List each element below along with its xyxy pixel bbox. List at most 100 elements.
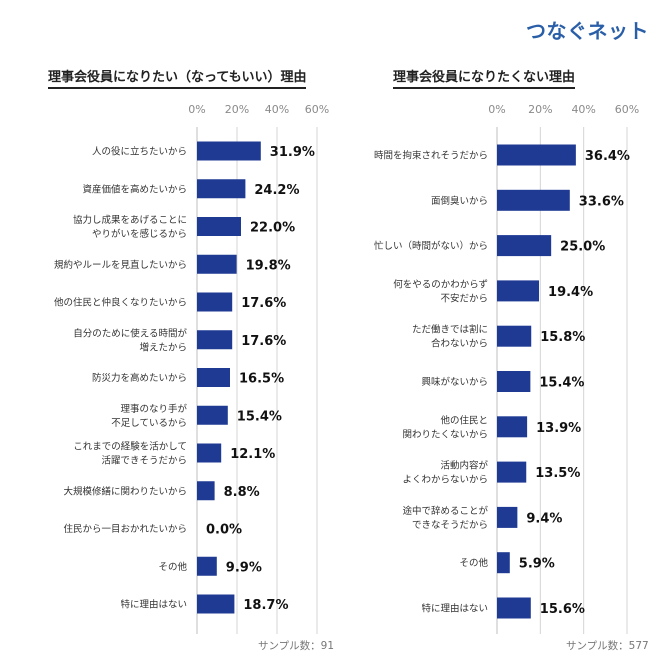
left-chart-title: 理事会役員になりたい（なってもいい）理由	[48, 66, 307, 89]
left-category-label: 資産価値を高めたいから	[82, 183, 187, 195]
right-bar	[497, 144, 576, 166]
left-category-label-line: その他	[158, 561, 187, 573]
left-category-label-line: 理事のなり手が	[120, 403, 187, 415]
left-category-label-line: 大規模修繕に関わりたいから	[63, 485, 187, 497]
left-value-label: 15.4%	[237, 409, 282, 424]
left-bar	[197, 443, 222, 463]
left-category-label: 大規模修繕に関わりたいから	[63, 485, 187, 497]
right-value-label: 36.4%	[585, 149, 630, 164]
right-value-label: 13.5%	[535, 466, 580, 481]
right-category-label: その他	[459, 557, 488, 569]
right-category-label-line: その他	[459, 557, 488, 569]
left-value-label: 17.6%	[241, 296, 286, 311]
right-value-label: 25.0%	[560, 240, 605, 255]
right-category-label: 何をやるのかわからず不安だから	[393, 278, 488, 304]
left-value-label: 12.1%	[230, 447, 275, 462]
right-category-label-line: 興味がないから	[421, 376, 488, 388]
left-value-label: 24.2%	[254, 183, 299, 198]
right-bar	[497, 189, 570, 211]
left-value-label: 18.7%	[243, 598, 288, 613]
left-category-label: 協力し成果をあげることにやりがいを感じるから	[73, 214, 187, 240]
right-category-label: 特に理由はない	[421, 603, 488, 615]
left-bar	[197, 179, 246, 199]
left-sample-size: サンプル数：91	[258, 640, 335, 652]
left-category-label-line: 規約やルールを見直したいから	[54, 259, 187, 271]
right-tick-label: 0%	[488, 103, 505, 116]
left-category-label-line: 防災力を高めたいから	[92, 372, 187, 384]
right-value-label: 9.4%	[526, 511, 562, 526]
right-category-label-line: 面倒臭いから	[431, 195, 488, 207]
left-category-label: 防災力を高めたいから	[92, 372, 187, 384]
left-category-label-line: 他の住民と仲良くなりたいから	[54, 297, 187, 309]
right-bar	[497, 552, 510, 574]
right-bar	[497, 280, 540, 302]
right-tick-label: 40%	[571, 103, 595, 116]
right-category-label: 忙しい（時間がない）から	[374, 240, 488, 252]
right-category-label-line: 合わないから	[431, 338, 488, 350]
right-value-label: 33.6%	[579, 194, 624, 209]
right-value-label: 19.4%	[548, 285, 593, 300]
left-tick-label: 60%	[305, 103, 329, 116]
left-category-label: その他	[158, 561, 187, 573]
right-category-label-line: よくわからないから	[402, 475, 488, 486]
right-sample-size: サンプル数：577	[566, 640, 649, 652]
left-tick-label: 0%	[188, 103, 205, 116]
right-value-label: 13.9%	[536, 421, 581, 436]
right-category-label: 途中で辞めることができなそうだから	[402, 505, 488, 531]
left-category-label: 他の住民と仲良くなりたいから	[54, 297, 187, 309]
left-bar	[197, 217, 241, 236]
right-category-label: 活動内容がよくわからないから	[402, 460, 488, 486]
right-category-label: 他の住民と関わりたくないから	[402, 414, 488, 440]
left-category-label-line: 特に理由はない	[120, 599, 187, 611]
right-tick-label: 20%	[528, 103, 552, 116]
left-value-label: 16.5%	[239, 372, 284, 387]
right-bar	[497, 461, 527, 483]
left-category-label: 理事のなり手が不足しているから	[111, 403, 187, 429]
right-bar	[497, 416, 528, 438]
left-category-label-line: 協力し成果をあげることに	[73, 214, 187, 226]
right-category-label-line: 他の住民と	[440, 414, 488, 426]
brand-logo: つなぐネット	[526, 19, 649, 43]
left-category-label-line: 増えたから	[139, 341, 187, 353]
left-category-label-line: やりがいを感じるから	[92, 228, 187, 240]
left-category-label-line: 不足しているから	[111, 418, 187, 429]
right-category-label: 時間を拘束されそうだから	[374, 150, 488, 162]
right-bar	[497, 371, 531, 392]
left-value-label: 31.9%	[270, 145, 315, 160]
right-tick-label: 60%	[615, 103, 639, 116]
left-category-label-line: 人の役に立ちたいから	[92, 146, 187, 158]
right-bar	[497, 325, 532, 347]
left-bar	[197, 292, 233, 312]
right-category-label-line: 関わりたくないから	[402, 429, 488, 440]
left-category-label: 特に理由はない	[120, 599, 187, 611]
right-category-label-line: 途中で辞めることが	[402, 505, 488, 517]
left-category-label-line: 資産価値を高めたいから	[82, 183, 187, 195]
left-bar	[197, 405, 228, 425]
right-bar	[497, 597, 531, 619]
left-value-label: 17.6%	[241, 334, 286, 349]
left-category-label-line: 活躍できそうだから	[101, 455, 187, 467]
right-chart-title: 理事会役員になりたくない理由	[393, 66, 576, 89]
right-category-label-line: 何をやるのかわからず	[393, 278, 488, 290]
right-value-label: 15.6%	[540, 602, 585, 617]
left-bar	[197, 594, 235, 614]
left-category-label: 住民から一目おかれたいから	[63, 523, 187, 535]
left-bar	[197, 368, 230, 387]
left-bar	[197, 556, 217, 576]
left-bar	[197, 481, 215, 501]
right-bar	[497, 235, 552, 257]
left-category-label: これまでの経験を活かして活躍できそうだから	[73, 441, 187, 467]
right-category-label-line: ただ働きでは割に	[412, 324, 488, 336]
left-category-label-line: 住民から一目おかれたいから	[63, 523, 187, 535]
right-category-label-line: できなそうだから	[412, 520, 488, 531]
right-value-label: 15.8%	[540, 330, 585, 345]
right-category-label-line: 忙しい（時間がない）から	[374, 240, 488, 252]
right-value-label: 5.9%	[519, 557, 555, 572]
left-tick-label: 40%	[265, 103, 289, 116]
left-category-label-line: これまでの経験を活かして	[73, 441, 187, 453]
left-value-label: 8.8%	[224, 485, 260, 500]
left-value-label: 0.0%	[206, 523, 242, 538]
right-bar	[497, 506, 518, 528]
left-category-label-line: 自分のために使える時間が	[73, 327, 187, 339]
